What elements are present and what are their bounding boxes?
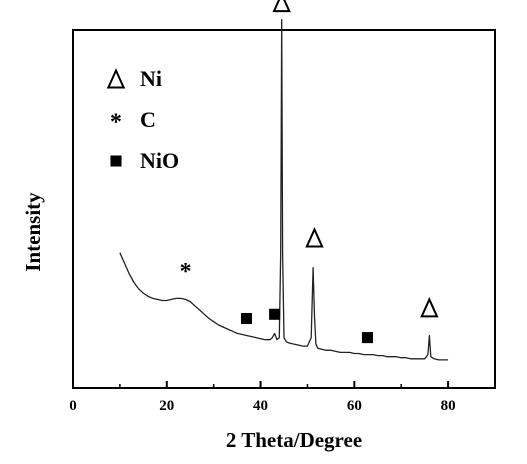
legend-label: Ni	[140, 66, 162, 91]
peak-marker-triangle	[305, 227, 324, 248]
peak-marker-square	[269, 308, 281, 320]
plot-frame	[72, 29, 496, 389]
peak-marker-square	[361, 332, 373, 344]
legend-symbol-square	[110, 155, 122, 167]
series-layer	[119, 18, 449, 361]
legend-label: NiO	[140, 148, 179, 173]
series-line	[119, 18, 449, 361]
x-axis-ticks: 0 20 40 60 80	[69, 381, 456, 414]
x-tick-label: 0	[69, 398, 77, 414]
legend: Ni * C NiO	[106, 66, 179, 173]
legend-label: C	[140, 107, 156, 132]
peak-markers: *	[180, 0, 439, 344]
y-axis-label: Intensity	[21, 192, 45, 272]
x-tick-label: 40	[253, 398, 268, 414]
legend-symbol-asterisk: *	[110, 109, 122, 135]
peak-marker-asterisk: *	[180, 259, 192, 285]
peak-marker-triangle	[272, 0, 291, 13]
peak-marker-triangle	[420, 296, 439, 318]
x-axis-label: 2 Theta/Degree	[226, 428, 362, 452]
peak-marker-square	[240, 312, 253, 325]
x-tick-label: 60	[347, 398, 362, 414]
x-tick-label: 80	[441, 398, 456, 414]
legend-symbol-triangle	[106, 68, 126, 89]
x-tick-label: 20	[159, 398, 174, 414]
